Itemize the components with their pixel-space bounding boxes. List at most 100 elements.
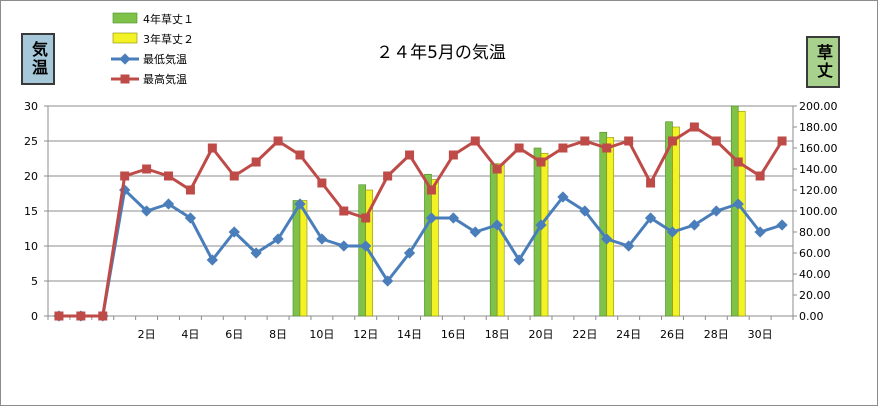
left-tick-label: 5 [31, 275, 38, 288]
point-marker [228, 226, 240, 238]
legend-label: 最低気温 [143, 52, 187, 66]
point-marker [120, 171, 130, 181]
right-tick-label: 160.00 [799, 142, 838, 155]
point-marker [273, 136, 283, 146]
left-axis-title: 気温 [29, 41, 48, 77]
right-tick-label: 120.00 [799, 184, 838, 197]
point-marker [142, 164, 152, 174]
bar [489, 163, 498, 317]
chart-title: ２４年5月の気温 [376, 43, 506, 63]
series-line [58, 125, 784, 318]
point-marker [492, 164, 502, 174]
point-marker [491, 219, 503, 231]
x-tick-label: 8日 [269, 328, 287, 341]
x-tick-label: 6日 [225, 328, 243, 341]
bar [299, 200, 308, 317]
point-marker [206, 254, 218, 266]
x-tick-label: 30日 [748, 328, 773, 341]
point-marker [557, 191, 569, 203]
point-marker [251, 157, 261, 167]
point-marker [229, 171, 239, 181]
left-tick-label: 0 [31, 310, 38, 323]
right-axis-title-box: 草丈 [806, 36, 840, 88]
bar [424, 173, 432, 317]
point-marker [602, 143, 612, 153]
point-marker [164, 171, 174, 181]
right-tick-label: 80.00 [799, 226, 831, 239]
right-tick-label: 140.00 [799, 163, 838, 176]
point-marker [448, 150, 458, 160]
point-marker [447, 212, 460, 224]
legend-label: 3年草丈２ [143, 32, 194, 46]
point-marker [184, 212, 197, 224]
point-marker [76, 311, 86, 321]
legend-marker [119, 53, 131, 65]
legend-swatch [112, 12, 138, 24]
point-marker [317, 178, 327, 188]
legend-label: 4年草丈１ [143, 12, 194, 26]
point-marker [339, 206, 349, 216]
x-tick-label: 10日 [309, 328, 334, 341]
point-marker [403, 247, 416, 259]
point-marker [207, 143, 217, 153]
series-line [58, 188, 783, 318]
right-tick-label: 60.00 [799, 247, 831, 260]
point-marker [666, 226, 679, 238]
point-marker [732, 198, 744, 210]
bar [599, 131, 608, 317]
point-marker [623, 240, 635, 252]
point-marker [98, 311, 108, 321]
point-marker [272, 233, 284, 245]
left-tick-label: 25 [24, 135, 38, 148]
point-marker [514, 143, 524, 153]
left-tick-label: 20 [24, 170, 38, 183]
x-tick-label: 24日 [616, 328, 641, 341]
bar [292, 200, 301, 317]
x-tick-label: 16日 [441, 328, 466, 341]
point-marker [361, 213, 371, 223]
point-marker [535, 219, 547, 231]
right-tick-label: 200.00 [799, 100, 838, 113]
point-marker [469, 226, 481, 238]
x-tick-label: 2日 [138, 328, 156, 341]
x-tick-label: 14日 [397, 328, 422, 341]
bar [672, 126, 680, 317]
point-marker [667, 136, 677, 146]
point-marker [426, 185, 436, 195]
gridlines [48, 105, 793, 282]
x-tick-label: 4日 [181, 328, 199, 341]
point-marker [580, 136, 590, 146]
right-tick-label: 100.00 [799, 205, 838, 218]
left-tick-label: 10 [24, 240, 38, 253]
point-marker [250, 247, 262, 259]
point-marker [624, 136, 634, 146]
point-marker [162, 198, 175, 210]
point-marker [316, 233, 328, 245]
legend-swatch [112, 32, 138, 44]
point-marker [754, 226, 766, 238]
point-marker [579, 205, 591, 217]
right-tick-label: 180.00 [799, 121, 838, 134]
right-axis-title: 草丈 [814, 44, 833, 80]
lines [53, 122, 788, 322]
bar [431, 179, 439, 317]
left-tick-label: 15 [24, 205, 38, 218]
point-marker [381, 275, 394, 287]
point-marker [755, 171, 765, 181]
x-tick-label: 22日 [572, 328, 597, 341]
left-axis-title-box: 気温 [21, 33, 55, 85]
legend-marker [120, 74, 130, 84]
point-marker [383, 171, 393, 181]
bar [496, 163, 505, 317]
point-marker [338, 240, 350, 252]
bar [540, 152, 549, 317]
point-marker [295, 150, 305, 160]
point-marker [688, 219, 701, 231]
x-tick-label: 18日 [485, 328, 510, 341]
right-tick-label: 0.00 [799, 310, 824, 323]
x-tick-label: 28日 [704, 328, 729, 341]
x-tick-label: 20日 [529, 328, 554, 341]
point-marker [294, 198, 306, 210]
